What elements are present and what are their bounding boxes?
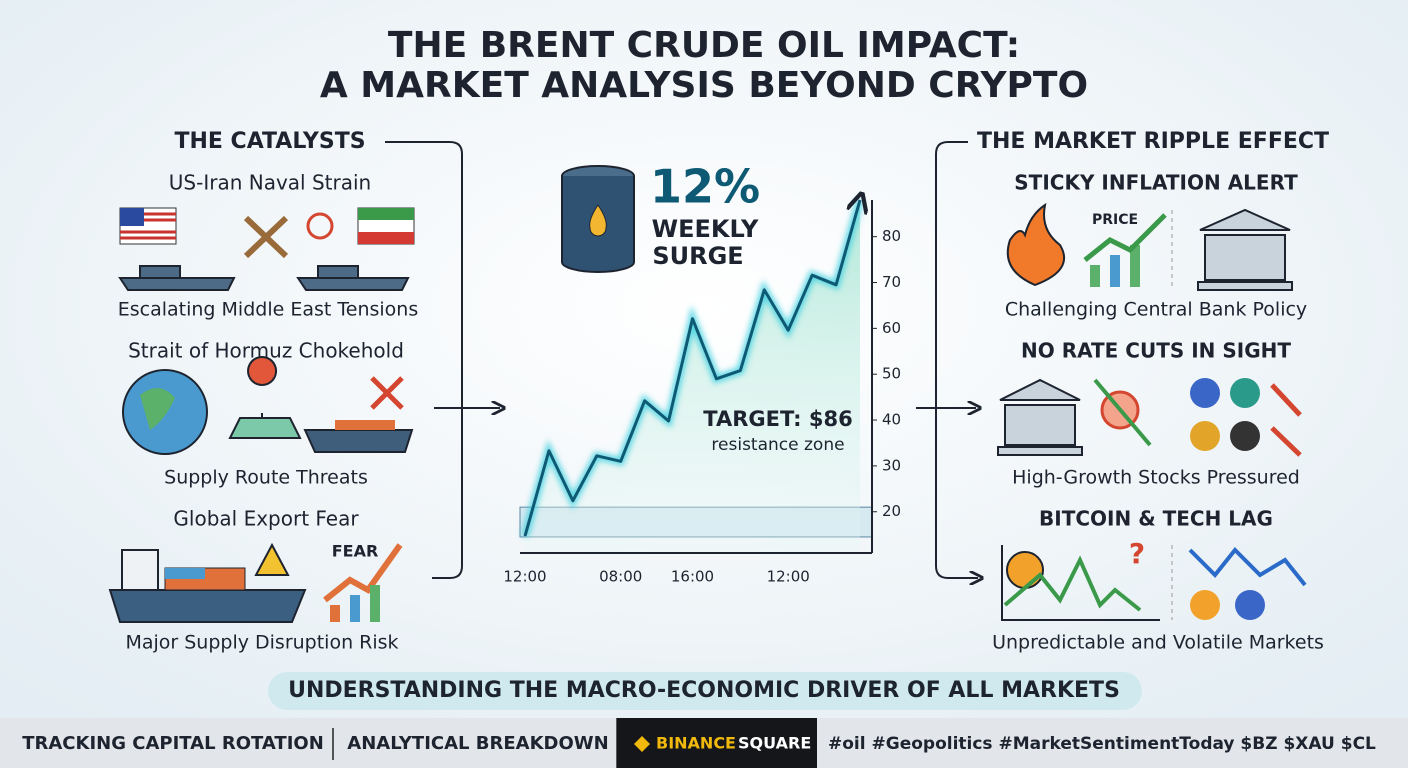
section-caption: Escalating Middle East Tensions: [118, 299, 418, 321]
oil-barrel: [561, 165, 635, 273]
footer-item: ANALYTICAL BREAKDOWN: [347, 733, 608, 754]
brand: BINANCE: [656, 734, 736, 753]
brand: SQUARE: [738, 734, 811, 753]
x-tick-label: 08:00: [599, 568, 642, 586]
headline-sub: SURGE: [652, 242, 743, 270]
x-tick-label: 12:00: [767, 568, 810, 586]
section-caption: Major Supply Disruption Risk: [125, 632, 398, 654]
icons: [997, 378, 1302, 457]
bracket: [385, 141, 463, 579]
annotation: TARGET: $86: [703, 407, 852, 431]
y-tick-label: 20: [882, 502, 901, 520]
annotation: resistance zone: [711, 435, 844, 455]
brand-logo: [634, 736, 650, 752]
x-tick-label: 12:00: [503, 568, 546, 586]
y-tick-label: 50: [882, 365, 901, 383]
icons: [1006, 202, 1293, 291]
line: [523, 200, 860, 537]
headline: 12%: [650, 160, 760, 214]
footer-item: TRACKING CAPITAL ROTATION: [22, 733, 324, 754]
section-title: STICKY INFLATION ALERT: [1014, 171, 1298, 195]
title: A MARKET ANALYSIS BEYOND CRYPTO: [320, 65, 1088, 106]
section-caption: Unpredictable and Volatile Markets: [992, 632, 1324, 654]
banner-box: [268, 672, 1142, 710]
icon-label: FEAR: [332, 542, 379, 561]
heading: THE MARKET RIPPLE EFFECT: [977, 129, 1329, 154]
section-title: NO RATE CUTS IN SIGHT: [1021, 339, 1291, 363]
y-tick-label: 40: [882, 411, 901, 429]
icons: [108, 542, 403, 623]
x-tick-label: 16:00: [671, 568, 714, 586]
icons: [118, 207, 415, 291]
y-tick-label: 80: [882, 227, 901, 245]
chart: 12% WEEKLY SURGE 20 30 40 50 60 70 80 12:00 08:0…: [503, 160, 901, 586]
section-title: US-Iran Naval Strain: [169, 171, 371, 195]
banner: UNDERSTANDING THE MACRO-ECONOMIC DRIVER …: [288, 678, 1120, 703]
section-title: Global Export Fear: [173, 507, 359, 531]
y-tick-label: 70: [882, 273, 901, 291]
section-title: BITCOIN & TECH LAG: [1039, 507, 1273, 531]
y-tick-label: 30: [882, 456, 901, 474]
y-tick-label: 60: [882, 319, 901, 337]
headline-sub: WEEKLY: [652, 215, 759, 243]
bracket: [935, 141, 978, 578]
section-caption: Supply Route Threats: [164, 467, 368, 489]
area: [525, 200, 860, 553]
icon-label: PRICE: [1092, 212, 1138, 228]
icons: [122, 356, 414, 455]
section-caption: High-Growth Stocks Pressured: [1012, 467, 1300, 489]
title: THE BRENT CRUDE OIL IMPACT:: [388, 25, 1020, 66]
brand-box: [617, 718, 817, 768]
heading: THE CATALYSTS: [174, 129, 365, 154]
hashtags: #oil #Geopolitics #MarketSentimentToday …: [828, 734, 1376, 754]
icon-mark: ?: [1129, 537, 1145, 570]
section-caption: Challenging Central Bank Policy: [1005, 299, 1307, 321]
icons: [1001, 545, 1307, 621]
